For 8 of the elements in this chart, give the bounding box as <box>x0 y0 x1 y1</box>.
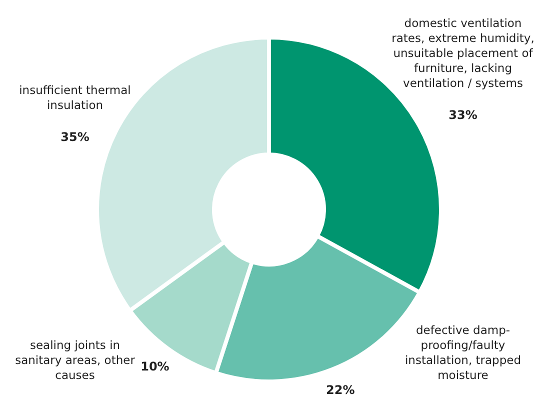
data-label: 33% <box>448 108 478 122</box>
slice-label: sealing joints in sanitary areas, other causes <box>15 338 136 382</box>
slice-label: defective damp-proofing/faulty installation, trapped moisture <box>404 323 522 382</box>
slice-label: domestic ventilation rates, extreme humidity, unsuitable placement of furniture, lacking ventilation / systems <box>392 16 534 90</box>
data-label: 10% <box>140 359 170 374</box>
data-label: 22% <box>326 382 355 397</box>
slice-label: insufficient thermal insulation <box>19 83 131 112</box>
data-label: 35% <box>60 130 90 144</box>
